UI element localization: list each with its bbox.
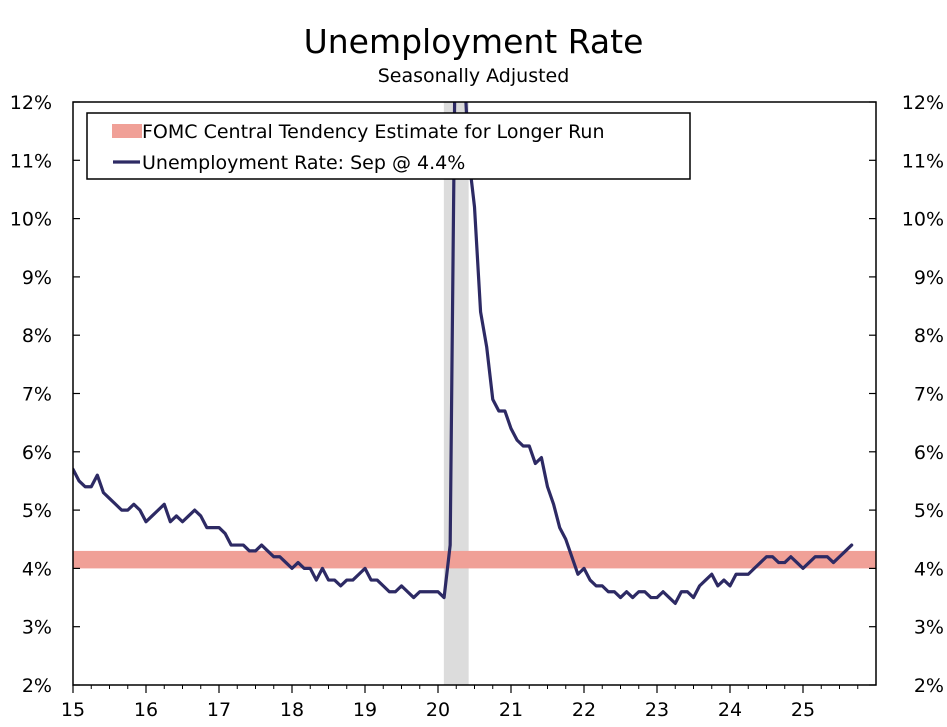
y-tick-label-right: 6% xyxy=(914,442,944,464)
legend-band-label: FOMC Central Tendency Estimate for Longe… xyxy=(142,121,605,143)
x-tick-label: 21 xyxy=(499,699,523,721)
y-tick-label-right: 4% xyxy=(914,558,944,580)
x-tick-label: 18 xyxy=(280,699,304,721)
plot-layer xyxy=(73,102,876,685)
series-line-0 xyxy=(73,102,854,605)
x-tick-label: 25 xyxy=(791,699,815,721)
x-tick-label: 20 xyxy=(426,699,450,721)
recession-shading xyxy=(443,102,469,685)
y-tick-label-right: 8% xyxy=(914,325,944,347)
legend-line-label: Unemployment Rate: Sep @ 4.4% xyxy=(142,152,465,174)
y-tick-label-left: 12% xyxy=(10,92,52,114)
x-tick-label: 16 xyxy=(134,699,158,721)
y-tick-label-right: 5% xyxy=(914,500,944,522)
x-tick-label: 15 xyxy=(61,699,85,721)
y-tick-label-right: 3% xyxy=(914,617,944,639)
chart-title: Unemployment Rate xyxy=(303,22,644,61)
legend-band-swatch xyxy=(112,124,142,138)
y-tick-label-right: 10% xyxy=(902,209,944,231)
y-tick-label-left: 8% xyxy=(22,325,52,347)
y-tick-label-left: 9% xyxy=(22,267,52,289)
x-tick-label: 22 xyxy=(572,699,596,721)
y-tick-label-right: 11% xyxy=(902,150,944,172)
y-tick-label-left: 5% xyxy=(22,500,52,522)
y-tick-label-left: 4% xyxy=(22,558,52,580)
y-tick-label-right: 12% xyxy=(902,92,944,114)
y-tick-label-left: 2% xyxy=(22,675,52,697)
y-tick-label-right: 7% xyxy=(914,384,944,406)
y-tick-label-left: 6% xyxy=(22,442,52,464)
chart-subtitle: Seasonally Adjusted xyxy=(377,65,570,87)
legend-box xyxy=(86,112,691,180)
y-tick-label-left: 7% xyxy=(22,384,52,406)
axis-layer: 2% 2% 3% 3% 4% 4% 5% 5% 6% 6% 7% 7% 8% 8% 9% 9% 10% 10% 11… xyxy=(10,92,944,721)
y-tick-label-right: 9% xyxy=(914,267,944,289)
y-tick-label-left: 3% xyxy=(22,617,52,639)
plot-frame xyxy=(72,101,877,686)
x-tick-label: 19 xyxy=(353,699,377,721)
y-tick-label-right: 2% xyxy=(914,675,944,697)
x-tick-label: 23 xyxy=(645,699,669,721)
x-tick-label: 17 xyxy=(207,699,231,721)
y-tick-label-left: 10% xyxy=(10,209,52,231)
y-tick-label-left: 11% xyxy=(10,150,52,172)
legend: FOMC Central Tendency Estimate for Longe… xyxy=(86,112,691,180)
x-tick-label: 24 xyxy=(718,699,742,721)
